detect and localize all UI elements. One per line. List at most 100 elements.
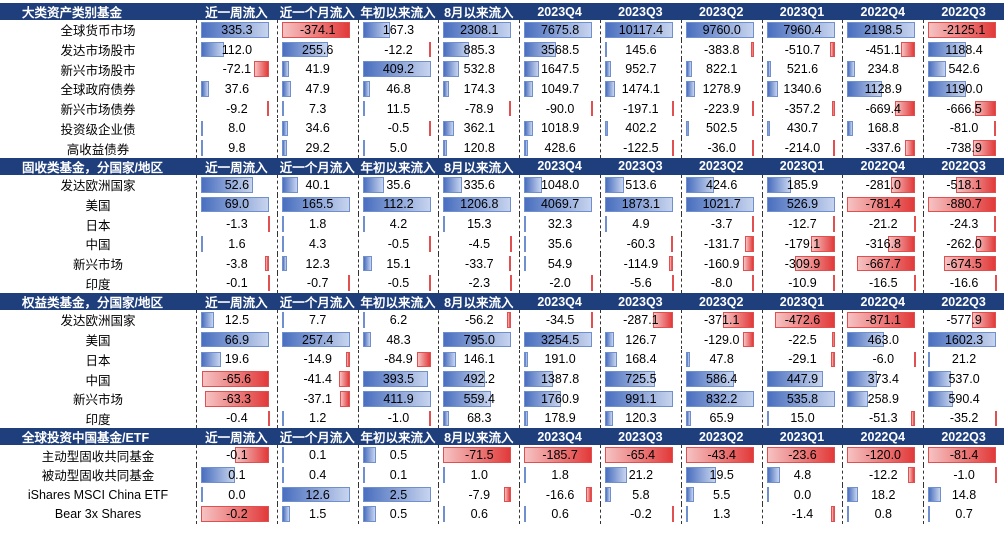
data-cell: -29.1 <box>761 349 843 370</box>
cell-value: 47.9 <box>305 81 330 96</box>
data-cell: -185.7 <box>519 445 600 465</box>
inflow-bar <box>847 506 850 523</box>
row-label: 高收益债券 <box>66 142 130 157</box>
cell-value: 1760.9 <box>540 391 580 406</box>
inflow-bar <box>928 61 946 78</box>
cell-value: -781.4 <box>865 197 902 212</box>
outflow-bar <box>971 312 997 328</box>
data-cell: 393.5 <box>357 369 439 389</box>
cell-value: -1.3 <box>226 217 248 232</box>
data-cell: -120.0 <box>842 445 923 465</box>
inflow-bar <box>362 176 385 193</box>
outflow-bar <box>443 447 512 463</box>
data-cell: 335.3 <box>196 20 277 40</box>
data-cell: 52.6 <box>196 174 277 195</box>
inflow-bar <box>362 390 431 407</box>
column-header: 近一个月流入 <box>279 6 355 20</box>
inflow-bar <box>847 371 877 387</box>
cell-value: 4.3 <box>309 236 327 251</box>
data-cell: 586.4 <box>680 369 762 389</box>
data-cell: 430.7 <box>761 118 843 139</box>
outflow-bar <box>509 255 512 272</box>
data-cell: -37.1 <box>276 388 358 409</box>
cell-value: -90.0 <box>545 101 575 116</box>
outflow-bar <box>928 447 997 463</box>
inflow-bar <box>685 61 692 78</box>
inflow-bar <box>605 41 607 58</box>
cell-value: -0.5 <box>387 236 410 251</box>
data-cell: 822.1 <box>680 59 762 80</box>
column-header: 2022Q3 <box>941 4 986 19</box>
outflow-bar <box>345 351 350 368</box>
cell-value: -7.9 <box>468 487 491 502</box>
cell-value: 7.3 <box>309 101 327 116</box>
table-row: 投资级企业债 8.0 34.6 -0.5 362.1 1018.9 402.2 502.5 43… <box>0 118 1004 139</box>
inflow-bar <box>928 81 967 97</box>
data-cell: 559.4 <box>438 388 519 409</box>
data-cell: 725.5 <box>600 369 681 389</box>
outflow-bar <box>911 410 916 427</box>
data-cell: -60.3 <box>600 234 681 254</box>
outflow-bar <box>956 176 997 193</box>
table-row: 新兴市场债券 -9.2 7.3 11.5 -78.9 -90.0 -197.1 -223.9 -… <box>0 98 1004 119</box>
cell-value: 885.3 <box>463 42 495 57</box>
data-cell: 15.3 <box>438 214 519 234</box>
inflow-bar <box>443 331 512 348</box>
cell-value: -12.7 <box>788 217 817 232</box>
cell-value: 257.4 <box>302 332 334 347</box>
data-cell: -374.1 <box>276 20 358 40</box>
table-row: 中国 1.6 4.3 -0.5 -4.5 35.6 -60.3 -131.7 -179.1 -31… <box>0 234 1004 254</box>
outflow-bar <box>429 275 432 292</box>
cell-value: -214.0 <box>784 141 821 156</box>
outflow-bar <box>524 447 593 463</box>
data-cell: -23.6 <box>761 445 843 465</box>
data-cell: -871.1 <box>842 310 923 330</box>
row-label: 全球政府债券 <box>60 83 136 98</box>
cell-value: 5.0 <box>389 141 408 156</box>
data-cell: 68.3 <box>438 408 519 429</box>
row-label: 新兴市场债券 <box>60 103 136 118</box>
data-cell: 32.3 <box>519 214 600 234</box>
cell-value: -120.0 <box>865 448 902 463</box>
inflow-bar <box>524 351 529 368</box>
section-title: 权益类基金，分国家/地区 <box>22 296 163 311</box>
inflow-bar <box>605 216 607 232</box>
cell-value: -674.5 <box>946 256 982 271</box>
data-cell: 4.2 <box>357 214 439 234</box>
inflow-bar <box>605 22 673 38</box>
outflow-bar <box>509 236 512 252</box>
row-label: 新兴市场 <box>72 393 123 408</box>
data-cell: 18.2 <box>842 484 923 505</box>
outflow-bar <box>416 351 431 368</box>
data-cell: 21.2 <box>923 349 1004 370</box>
column-header: 近一个月流入 <box>279 431 355 446</box>
outflow-bar <box>339 390 350 407</box>
data-cell: 447.9 <box>761 369 843 389</box>
data-cell: -316.8 <box>842 234 923 254</box>
cell-value: -16.6 <box>949 276 979 291</box>
data-cell: -34.5 <box>519 310 600 330</box>
inflow-bar <box>362 100 365 117</box>
inflow-bar <box>201 236 203 252</box>
outflow-bar <box>743 255 754 272</box>
data-cell: 37.6 <box>196 79 277 99</box>
data-cell: 373.4 <box>842 369 923 389</box>
section-header: 全球投资中国基金/ETF 近一周流入 近一个月流入 年初以来流入 8月以来流入 2023Q… <box>0 428 1004 446</box>
cell-value: -2.3 <box>468 276 491 291</box>
inflow-bar <box>443 120 455 137</box>
data-cell: 258.9 <box>842 388 923 409</box>
cell-value: -472.6 <box>784 312 821 327</box>
cell-value: -2.0 <box>549 276 571 291</box>
data-cell: 69.0 <box>196 194 277 215</box>
data-cell: -667.7 <box>842 253 923 274</box>
column-header: 2023Q1 <box>779 159 825 174</box>
inflow-bar <box>685 390 754 407</box>
cell-value: -0.2 <box>226 507 248 522</box>
cell-value: -0.1 <box>226 276 248 291</box>
outflow-bar <box>671 506 674 523</box>
cell-value: 32.3 <box>547 217 573 232</box>
cell-value: -21.2 <box>869 217 898 232</box>
data-cell: 234.8 <box>842 59 923 80</box>
cell-value: -0.5 <box>387 276 410 291</box>
data-cell: -472.6 <box>761 310 843 330</box>
